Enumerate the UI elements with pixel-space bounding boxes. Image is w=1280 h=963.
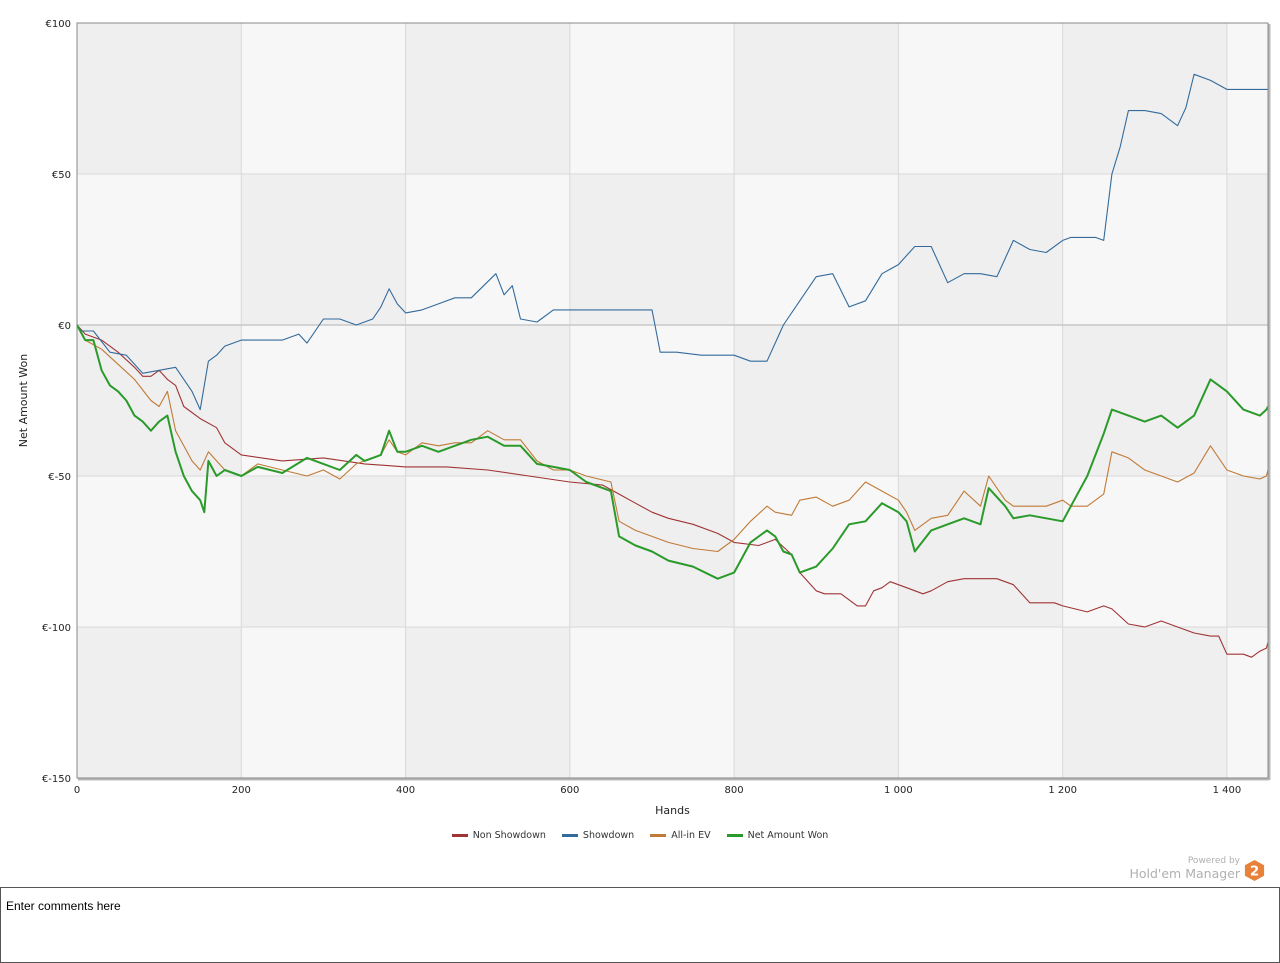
plot-band [1062, 627, 1227, 778]
plot-band [241, 325, 406, 476]
legend-label: All-in EV [671, 830, 711, 841]
plot-band [1226, 325, 1268, 476]
plot-band [241, 174, 406, 325]
legend-item[interactable]: Non Showdown [451, 830, 546, 841]
x-tick-label: 400 [396, 785, 415, 796]
series-line-non-showdown [76, 324, 1269, 658]
legend-label: Net Amount Won [747, 830, 829, 841]
brand-name: Hold'em Manager [1129, 866, 1240, 881]
plot-band [241, 627, 406, 778]
plot-frame [76, 22, 1269, 779]
x-tick-label: 1 200 [1048, 785, 1077, 796]
plot-band [734, 325, 899, 476]
plot-band [77, 476, 242, 627]
x-tick-label: 200 [232, 785, 251, 796]
legend-label: Showdown [582, 830, 635, 841]
plot-band [1226, 174, 1268, 325]
legend-swatch [451, 834, 468, 837]
y-tick-label: €50 [52, 170, 71, 181]
chart: 0 200 400 600 800 1 000 1 200 1 400 €100 €50 €0 €-… [17, 19, 1271, 817]
plot-band [77, 23, 242, 174]
plot-background [77, 23, 1268, 778]
x-tick-label: 1 400 [1213, 785, 1242, 796]
legend-swatch [726, 834, 743, 837]
series-line-showdown [76, 73, 1268, 411]
legend-item[interactable]: Net Amount Won [726, 830, 829, 841]
comments-box[interactable]: Enter comments here [0, 887, 1280, 963]
hem-logo-icon: 2 [1244, 859, 1265, 882]
series-line-all-in-ev [76, 324, 1269, 553]
legend: Non Showdown Showdown All-in EV Net Amount … [0, 830, 1280, 841]
comments-placeholder: Enter comments here [6, 899, 121, 913]
plot-band [569, 174, 735, 325]
plot-band [734, 476, 899, 627]
plot-band [1062, 174, 1227, 325]
x-tick-label: 1 000 [884, 785, 913, 796]
x-axis-title: Hands [655, 804, 690, 817]
legend-swatch [650, 834, 667, 837]
plot-band [405, 325, 570, 476]
series-line-net-amount-won [76, 324, 1269, 580]
plot-band [898, 325, 1063, 476]
y-axis-title: Net Amount Won [17, 354, 30, 447]
plot-band [77, 627, 242, 778]
powered-by: Powered by Hold'em Manager [1110, 856, 1240, 881]
legend-label: Non Showdown [472, 830, 546, 841]
plot-band [734, 627, 899, 778]
y-tick-label: €-150 [42, 774, 71, 785]
plot-band [1062, 476, 1227, 627]
plot-band [734, 174, 899, 325]
plot-band [1226, 476, 1268, 627]
y-tick-label: €-100 [42, 623, 71, 634]
y-tick-label: €0 [58, 321, 71, 332]
plot-band [898, 627, 1063, 778]
plot-band [241, 476, 406, 627]
logo-badge-text: 2 [1250, 864, 1259, 879]
plot-band [1226, 23, 1268, 174]
plot-band [77, 174, 242, 325]
series-layer [76, 73, 1269, 658]
x-tick-label: 800 [725, 785, 744, 796]
plot-band [1226, 627, 1268, 778]
plot-band [569, 23, 735, 174]
plot-band [569, 627, 735, 778]
plot-band [569, 325, 735, 476]
y-axis-ticks: €100 €50 €0 €-50 €-100 €-150 [42, 19, 71, 785]
x-tick-label: 0 [74, 785, 80, 796]
plot-band [241, 23, 406, 174]
legend-item[interactable]: All-in EV [650, 830, 711, 841]
y-tick-label: €100 [46, 19, 71, 30]
x-axis-ticks: 0 200 400 600 800 1 000 1 200 1 400 [74, 785, 1241, 796]
plot-band [405, 23, 570, 174]
plot-band [405, 627, 570, 778]
plot-band [1062, 325, 1227, 476]
powered-by-label: Powered by [1187, 856, 1240, 866]
y-tick-label: €-50 [48, 472, 71, 483]
x-tick-label: 600 [560, 785, 579, 796]
plot-band [77, 325, 242, 476]
plot-band [898, 23, 1063, 174]
plot-band [405, 476, 570, 627]
plot-band [1062, 23, 1227, 174]
plot-band [898, 476, 1063, 627]
legend-swatch [561, 834, 578, 837]
plot-band [734, 23, 899, 174]
legend-item[interactable]: Showdown [561, 830, 635, 841]
plot-band [405, 174, 570, 325]
plot-band [898, 174, 1063, 325]
